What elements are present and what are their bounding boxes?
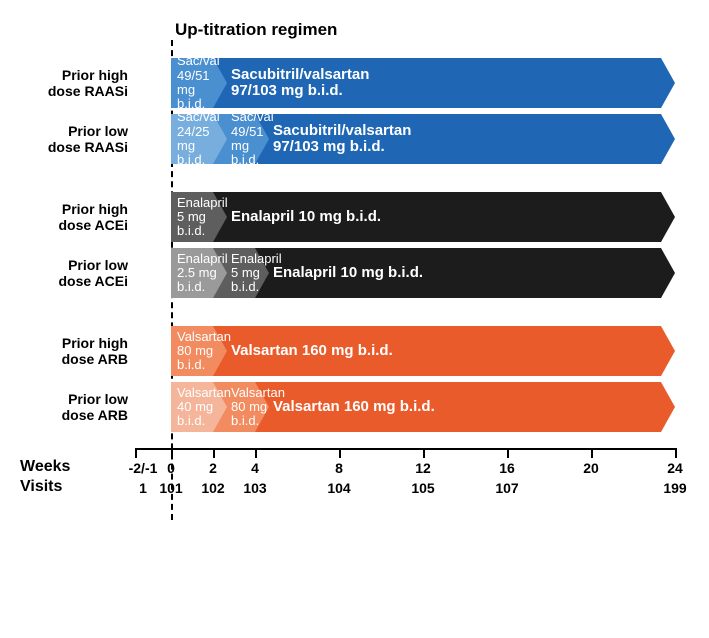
visit-tick-label: 102: [201, 480, 224, 496]
regimen-row: Prior low dose ACEiEnalapril 2.5 mg b.i.…: [135, 248, 675, 298]
dose-segment: Valsartan 40 mg b.i.d.: [171, 382, 213, 432]
dose-segment: Enalapril 10 mg b.i.d.: [255, 248, 661, 298]
visit-tick-label: 107: [495, 480, 518, 496]
regimen-row: Prior high dose RAASiSac/val 49/51 mg b.…: [135, 58, 675, 108]
week-tick-label: 0: [167, 460, 175, 476]
chart-area: Prior high dose RAASiSac/val 49/51 mg b.…: [135, 58, 675, 432]
row-label: Prior high dose ARB: [20, 335, 128, 367]
visit-tick-label: 105: [411, 480, 434, 496]
visit-tick-label: 199: [663, 480, 686, 496]
dose-segment: Sacubitril/valsartan 97/103 mg b.i.d.: [213, 58, 661, 108]
week-tick-label: 20: [583, 460, 599, 476]
dose-segment: Enalapril 5 mg b.i.d.: [171, 192, 213, 242]
dose-segment: Sac/val 24/25 mg b.i.d.: [171, 114, 213, 164]
axis-visits-title: Visits: [20, 478, 130, 496]
row-label: Prior high dose ACEi: [20, 201, 128, 233]
axis-tick: [507, 448, 509, 458]
dose-segment: Enalapril 10 mg b.i.d.: [213, 192, 661, 242]
dose-segment: Sac/val 49/51 mg b.i.d.: [171, 58, 213, 108]
dose-segment: Enalapril 2.5 mg b.i.d.: [171, 248, 213, 298]
row-label: Prior high dose RAASi: [20, 67, 128, 99]
visit-tick-label: 1: [139, 480, 147, 496]
dose-segment: Valsartan 160 mg b.i.d.: [255, 382, 661, 432]
dose-segment: Valsartan 80 mg b.i.d.: [171, 326, 213, 376]
axis-tick: [423, 448, 425, 458]
row-track: Sac/val 24/25 mg b.i.d.Sac/val 49/51 mg …: [171, 114, 675, 164]
visit-tick-label: 103: [243, 480, 266, 496]
dose-text: Sacubitril/valsartan 97/103 mg b.i.d.: [231, 67, 369, 100]
dose-text: Enalapril 2.5 mg b.i.d.: [177, 252, 228, 295]
dose-text: Valsartan 160 mg b.i.d.: [231, 343, 393, 360]
week-tick-label: 8: [335, 460, 343, 476]
axis-tick: [255, 448, 257, 458]
row-track: Valsartan 80 mg b.i.d.Valsartan 160 mg b…: [171, 326, 675, 376]
regimen-row: Prior low dose RAASiSac/val 24/25 mg b.i…: [135, 114, 675, 164]
dose-text: Enalapril 5 mg b.i.d.: [177, 196, 228, 239]
row-track: Enalapril 2.5 mg b.i.d.Enalapril 5 mg b.…: [171, 248, 675, 298]
visit-tick-label: 101: [159, 480, 182, 496]
axis-weeks-title: Weeks: [20, 458, 130, 476]
week-tick-label: 16: [499, 460, 515, 476]
week-tick-label: 4: [251, 460, 259, 476]
visit-tick-label: 104: [327, 480, 350, 496]
dose-text: Valsartan 40 mg b.i.d.: [177, 386, 231, 429]
row-track: Sac/val 49/51 mg b.i.d. Sacubitril/valsar…: [171, 58, 675, 108]
regimen-row: Prior high dose ACEiEnalapril 5 mg b.i.d…: [135, 192, 675, 242]
axis-tick: [675, 448, 677, 458]
week-tick-label: 24: [667, 460, 683, 476]
regimen-row: Prior low dose ARBValsartan 40 mg b.i.d.…: [135, 382, 675, 432]
axis-tick: [591, 448, 593, 458]
row-label: Prior low dose ARB: [20, 391, 128, 423]
row-label: Prior low dose ACEi: [20, 257, 128, 289]
dose-text: Sac/val 49/51 mg b.i.d.: [231, 110, 274, 167]
axis-tick: [171, 448, 173, 458]
week-tick-label: 2: [209, 460, 217, 476]
row-track: Valsartan 40 mg b.i.d.Valsartan 80 mg b.…: [171, 382, 675, 432]
week-tick-label: 12: [415, 460, 431, 476]
row-track: Enalapril 5 mg b.i.d.Enalapril 10 mg b.i…: [171, 192, 675, 242]
dose-text: Valsartan 160 mg b.i.d.: [273, 399, 435, 416]
axis-tick: [213, 448, 215, 458]
dose-text: Sac/val 49/51 mg b.i.d.: [177, 54, 220, 111]
dose-text: Sacubitril/valsartan 97/103 mg b.i.d.: [273, 123, 411, 156]
regimen-row: Prior high dose ARBValsartan 80 mg b.i.d…: [135, 326, 675, 376]
chart-title: Up-titration regimen: [175, 20, 690, 40]
dose-text: Enalapril 10 mg b.i.d.: [273, 265, 423, 282]
dose-text: Enalapril 10 mg b.i.d.: [231, 209, 381, 226]
week-tick-label: -2/-1: [129, 460, 158, 476]
dose-segment: Sacubitril/valsartan 97/103 mg b.i.d.: [255, 114, 661, 164]
axis-tick: [339, 448, 341, 458]
dose-segment: Valsartan 160 mg b.i.d.: [213, 326, 661, 376]
row-label: Prior low dose RAASi: [20, 123, 128, 155]
x-axis: Weeks -2/-1024812162024 Visits 110110210…: [135, 448, 675, 498]
dose-text: Valsartan 80 mg b.i.d.: [177, 330, 231, 373]
dose-text: Sac/val 24/25 mg b.i.d.: [177, 110, 220, 167]
